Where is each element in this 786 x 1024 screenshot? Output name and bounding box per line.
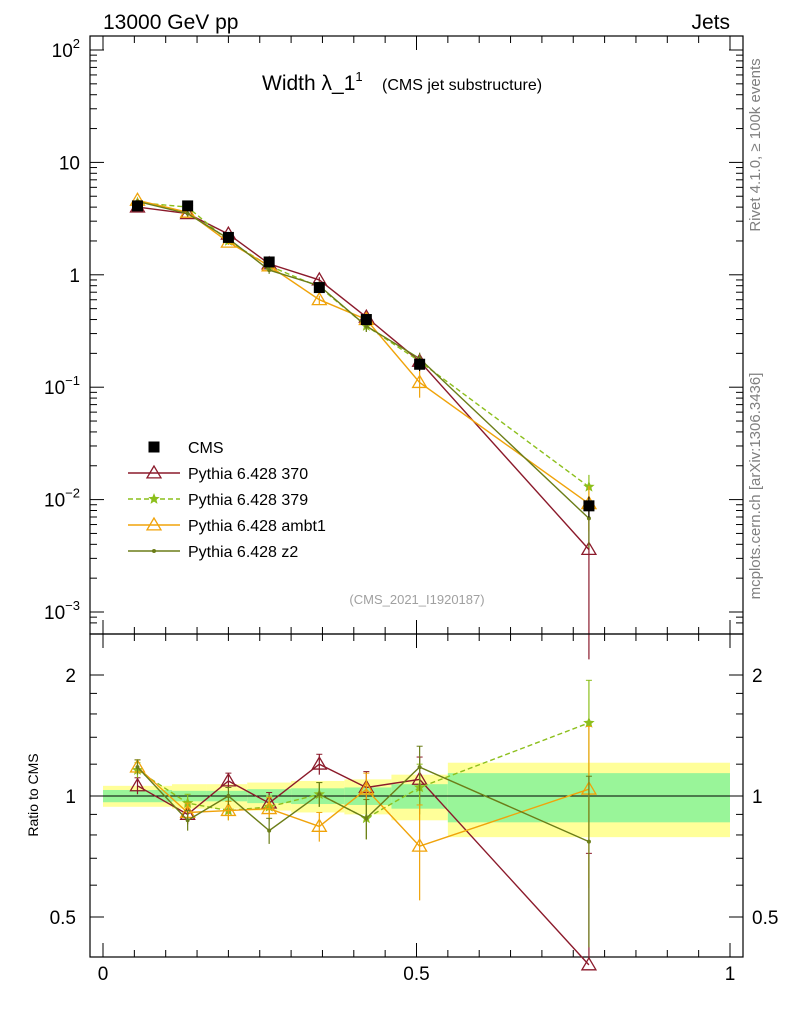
y-tick-label: 10−2 — [44, 486, 80, 512]
y-tick-label: 10−1 — [44, 373, 80, 399]
x-tick-label: 1 — [725, 964, 736, 985]
legend-label: CMS — [188, 440, 224, 457]
x-tick-label: 0.5 — [403, 964, 429, 985]
legend-marker — [148, 493, 160, 504]
ratio-point — [411, 837, 428, 852]
series-line-1 — [137, 201, 590, 488]
data-point — [311, 291, 328, 306]
y-tick-label: 10 — [59, 153, 80, 174]
ratio-series-line-2 — [137, 766, 590, 848]
ratio-point — [181, 797, 194, 808]
legend-marker — [152, 549, 156, 553]
y-tick-label: 10−3 — [44, 598, 80, 624]
ratio-point — [311, 818, 328, 832]
ratio-tick-label: 1 — [65, 787, 76, 808]
ratio-axis-label: Ratio to CMS — [25, 753, 41, 836]
ratio-tick-label: 2 — [65, 666, 76, 687]
data-point — [411, 374, 428, 389]
analysis-watermark: (CMS_2021_I1920187) — [349, 592, 484, 607]
legend-label: Pythia 6.428 370 — [188, 466, 308, 483]
data-point — [185, 211, 190, 216]
ratio-point — [267, 828, 272, 833]
legend-label: Pythia 6.428 ambt1 — [188, 518, 326, 535]
cms-point — [263, 256, 275, 268]
ratio-point — [417, 765, 422, 770]
ratio-tick-label-right: 1 — [752, 787, 763, 808]
main-panel: 102 10 1 10−1 10−2 10−3 — [44, 35, 744, 660]
rivet-label: Rivet 4.1.0, ≥ 100k events — [747, 58, 764, 231]
ratio-point — [226, 794, 231, 798]
data-point — [586, 516, 591, 521]
plot-title: Width λ_11 — [262, 69, 363, 95]
ratio-tick-label-right: 0.5 — [752, 908, 778, 929]
plot-title-superscript: 1 — [355, 69, 362, 84]
ratio-point — [311, 755, 328, 770]
plot-subtitle: (CMS jet substructure) — [382, 77, 542, 94]
ratio-point — [135, 765, 140, 770]
ratio-tick-label-right: 2 — [752, 666, 763, 687]
ratio-point — [317, 792, 322, 797]
ratio-series-line-1 — [137, 722, 590, 820]
cms-point — [313, 282, 325, 294]
legend-label: Pythia 6.428 z2 — [188, 544, 298, 561]
ratio-series-line-3 — [136, 766, 590, 843]
data-point — [267, 268, 272, 273]
ratio-point — [185, 818, 190, 823]
legend: CMS Pythia 6.428 370 Pythia 6.428 379 Pythi… — [128, 440, 326, 561]
ratio-point — [220, 772, 237, 787]
ratio-point — [586, 839, 591, 844]
ratio-tick-label: 0.5 — [50, 908, 76, 929]
ratio-series-line-0 — [137, 763, 590, 966]
cms-point — [182, 200, 194, 212]
legend-marker — [145, 516, 163, 531]
cms-point — [222, 231, 234, 243]
y-tick-label: 102 — [52, 36, 80, 62]
mcplots-label: mcplots.cern.ch [arXiv:1306.3436] — [747, 373, 764, 600]
legend-marker — [145, 464, 163, 479]
ratio-point — [583, 716, 595, 728]
series-line-2 — [137, 199, 590, 505]
ratio-point — [364, 816, 369, 821]
x-tick-label: 0 — [98, 964, 109, 985]
cms-point — [414, 358, 426, 370]
ratio-point — [580, 956, 598, 971]
cms-point — [131, 200, 143, 212]
data-point — [580, 541, 598, 556]
header-energy: 13000 GeV pp — [103, 11, 238, 34]
ratio-point — [220, 802, 237, 817]
ratio-point — [129, 777, 146, 792]
ratio-point — [358, 780, 375, 795]
legend-label: Pythia 6.428 379 — [188, 492, 308, 509]
ratio-panel: 0 0.5 1 2 2 1 1 0.5 0.5 — [50, 633, 778, 985]
legend-marker-cms — [148, 441, 160, 453]
header-category: Jets — [691, 11, 730, 34]
cms-point — [360, 314, 372, 326]
data-point — [364, 324, 369, 329]
y-tick-label: 1 — [69, 266, 80, 287]
ratio-point — [261, 800, 278, 815]
series-line-3 — [137, 200, 590, 519]
cms-point — [583, 500, 595, 512]
